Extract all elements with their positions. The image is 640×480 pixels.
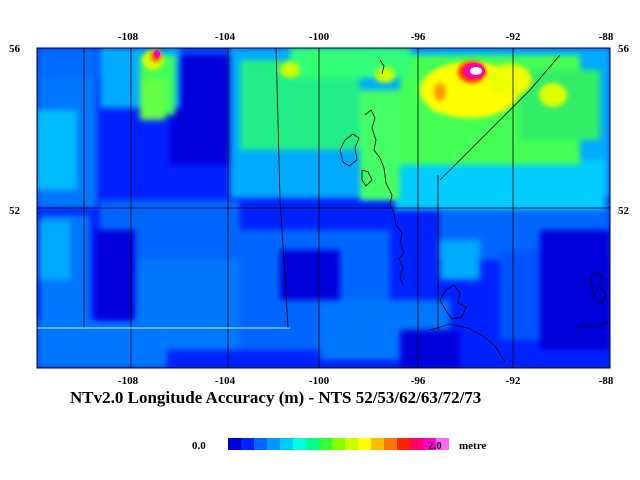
legend-max-label: 2.0 [428,440,442,452]
tick-bottom-lon: -108 [118,375,139,387]
tick-top-lon: -96 [411,31,426,43]
legend-swatch [397,438,410,450]
legend-swatch [332,438,345,450]
legend-color-bar [228,438,449,450]
tick-bottom-lon: -92 [506,375,521,387]
legend-min-label: 0.0 [192,440,206,452]
axis-top: -108 -104 -100 -96 -92 -88 [118,31,614,43]
figure-title: NTv2.0 Longitude Accuracy (m) - NTS 52/5… [70,388,481,408]
tick-bottom-lon: -88 [599,375,614,387]
legend-swatch [345,438,358,450]
tick-right-lat: 52 [618,205,630,217]
axis-right: 56 52 [618,43,630,217]
tick-top-lon: -92 [506,31,521,43]
tick-top-lon: -104 [215,31,236,43]
legend-swatch [241,438,254,450]
accuracy-field [37,48,610,368]
tick-left-lat: 52 [9,205,21,217]
legend-swatch [306,438,319,450]
tick-bottom-lon: -104 [215,375,236,387]
legend-swatch [384,438,397,450]
legend-swatch [319,438,332,450]
axis-bottom: -108 -104 -100 -96 -92 -88 [118,375,614,387]
legend-swatch [254,438,267,450]
tick-top-lon: -100 [309,31,330,43]
tick-left-lat: 56 [9,43,21,55]
tick-top-lon: -108 [118,31,139,43]
legend-swatch [371,438,384,450]
legend-swatch [358,438,371,450]
axis-left: 56 52 [9,43,21,217]
legend-swatch [293,438,306,450]
tick-right-lat: 56 [618,43,630,55]
legend-swatch [410,438,423,450]
legend-swatch [228,438,241,450]
legend-unit-label: metre [459,440,486,452]
legend-swatch [280,438,293,450]
tick-bottom-lon: -100 [309,375,330,387]
legend-swatch [267,438,280,450]
tick-bottom-lon: -96 [411,375,426,387]
tick-top-lon: -88 [599,31,614,43]
